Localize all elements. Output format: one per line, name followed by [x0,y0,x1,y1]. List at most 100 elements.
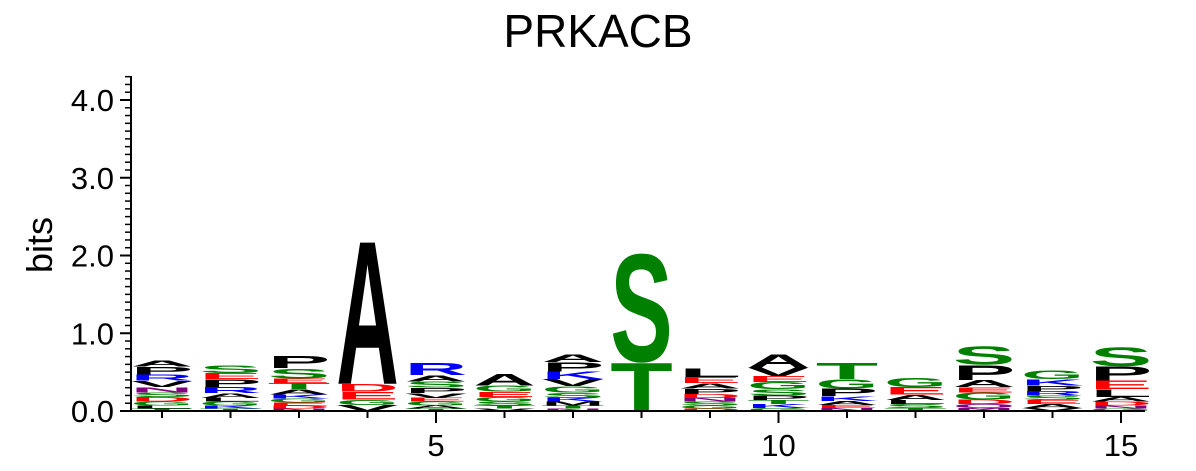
logo-letter-e: E [268,402,330,407]
logo-letter-e: E [747,375,809,385]
logo-letter-s: S [268,366,331,382]
logo-letter-r: R [405,360,468,379]
y-tick-label: 2.0 [71,239,114,274]
x-tick-label: 15 [1104,428,1138,463]
logo-letter-k: K [747,403,810,409]
logo-letter-p: P [1090,362,1152,385]
logo-letter-d: D [268,405,331,410]
logo-letter-v: V [131,379,193,389]
logo-letter-l: L [884,399,946,405]
logo-letter-n: N [131,386,193,395]
logo-letter-d: D [1090,401,1153,407]
logo-letter-a: A [268,388,330,397]
logo-letter-k: K [1021,378,1084,388]
logo-letter-p: P [1021,384,1084,392]
logo-letter-t: T [199,408,261,412]
logo-letter-a: A [473,371,535,389]
logo-letter-n: N [953,407,1016,412]
logo-letter-s: S [747,388,809,398]
logo-letter-l: L [679,366,741,379]
logo-letter-r: R [131,373,194,383]
logo-letter-g: G [747,407,809,412]
y-tick-label: 0.0 [71,394,114,429]
logo-letter-t: T [405,408,467,412]
x-tick-label: 10 [761,428,795,463]
logo-letter-a: A [199,392,261,399]
logo-letter-n: N [679,397,742,403]
y-tick-label: 3.0 [71,161,114,196]
logo-letter-t: T [268,381,330,391]
logo-letter-g: G [816,377,878,391]
chart-title: PRKACB [503,5,692,57]
logo-letter-e: E [884,385,946,397]
logo-letter-t: T [884,407,947,412]
logo-letter-e: E [336,390,398,402]
logo-letter-e: E [679,375,741,385]
logo-letter-s: S [884,403,946,409]
logo-letter-g: G [131,401,193,407]
logo-letter-s: S [131,391,193,398]
logo-letter-s: S [473,401,535,407]
y-tick-label: 4.0 [71,83,114,118]
logo-letter-s: S [542,391,605,399]
logo-letter-r: R [199,385,262,395]
logo-letter-v: V [405,392,467,399]
logo-letter-a: A [1090,396,1152,403]
logo-letter-v: V [336,403,398,413]
logo-letter-a: A [747,351,809,372]
logo-letter-k: K [816,395,878,402]
x-tick-label: 5 [427,428,444,463]
logo-letter-g: G [1090,408,1152,412]
logo-letter-g: G [473,396,535,403]
logo-letter-t: T [473,405,536,410]
logo-letter-n: N [816,407,879,412]
logo-letter-g: G [473,384,535,394]
logo-letter-a: A [816,400,879,406]
logo-letter-a: A [405,374,468,384]
logo-letter-s: S [1021,394,1083,401]
logo-letter-d: D [336,382,398,394]
logo-letter-d: D [953,398,1015,405]
logo-letter-t: T [131,408,193,412]
logo-letter-q: Q [953,403,1015,409]
logo-letter-v: V [747,365,809,378]
logo-letter-p: P [747,394,809,401]
logo-letter-k: K [199,405,262,410]
logo-letter-g: G [268,398,330,404]
logo-letter-a: A [542,352,604,364]
logo-letter-p: P [268,353,331,372]
logo-letter-g: G [405,401,467,407]
y-axis-label: bits [19,217,60,273]
logo-letter-e: E [405,397,467,403]
logo-letter-a: A [1021,403,1084,409]
logo-letter-s: S [405,380,467,390]
logo-letter-e: E [816,404,878,409]
logo-letter-v: V [1021,407,1083,412]
logo-letter-e: E [473,390,536,398]
logo-letter-e: E [953,386,1016,394]
logo-letter-p: P [131,365,193,377]
logo-letter-a: A [405,405,468,410]
logo-letter-p: P [542,360,604,375]
logo-letter-s: S [953,341,1016,370]
logo-letter-t: T [542,405,605,410]
logo-letter-p: P [679,387,742,395]
logo-letter-v: V [542,377,604,388]
logo-letter-v: V [473,408,535,412]
logo-letter-k: K [268,394,331,400]
logo-letter-k: K [542,397,605,403]
logo-letter-n: N [268,408,330,412]
logo-letter-e: E [268,377,330,384]
logo-letter-t: T [816,359,879,385]
logo-letter-p: P [405,386,468,394]
logo-letter-r: R [1021,390,1083,397]
logo-letter-d: D [679,408,741,412]
logo-letter-e: E [1090,379,1152,392]
logo-letter-g: G [884,375,946,389]
axis-ticks: 0.0 1.0 2.0 3.0 4.0 5 10 15 [71,75,1138,463]
logo-letter-a: A [336,199,398,428]
logo-letter-g: G [542,385,604,395]
logo-letter-g: G [199,401,261,407]
